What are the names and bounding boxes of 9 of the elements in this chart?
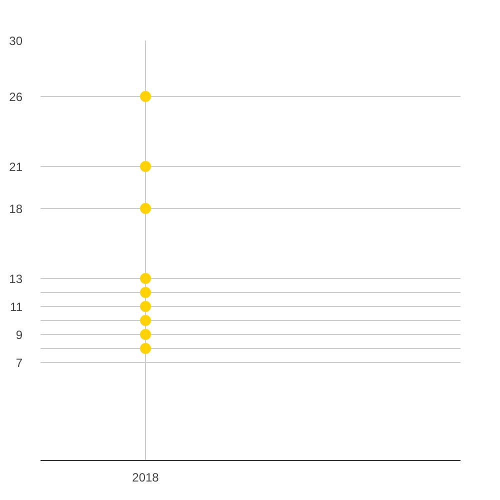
y-tick-label: 18 (9, 202, 23, 216)
y-tick-label: 13 (9, 272, 23, 286)
y-tick-label: 7 (16, 356, 23, 370)
y-tick-label: 9 (16, 328, 23, 342)
y-tick-label: 21 (9, 160, 23, 174)
x-tick-label: 2018 (132, 470, 160, 484)
y-tick-label: 11 (10, 300, 23, 314)
y-tick-label: 30 (9, 34, 23, 48)
y-tick-label: 26 (9, 90, 23, 104)
